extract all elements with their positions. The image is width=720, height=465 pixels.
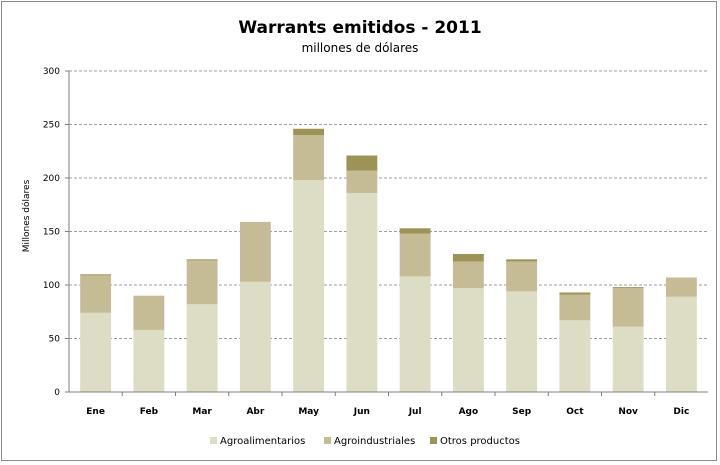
bar-2-sep bbox=[506, 261, 538, 292]
legend-label-2: Agroindustriales bbox=[334, 436, 415, 447]
x-tick-labels: Ene Feb Mar Abr May Jun Jul Ago Sep Oct Nov Dic bbox=[86, 407, 689, 417]
gridlines bbox=[69, 70, 708, 339]
bar-1-may bbox=[293, 180, 325, 392]
legend-label-3: Otros productos bbox=[440, 436, 520, 447]
bar-2-mar bbox=[186, 260, 218, 305]
y-axis-label: Millones dólares bbox=[21, 179, 32, 252]
bar-2-jun bbox=[346, 170, 378, 193]
y-tick-label: 100 bbox=[43, 281, 60, 291]
x-tick-label: Mar bbox=[192, 407, 212, 417]
chart: Warrants emitidos - 2011 millones de dól… bbox=[21, 18, 708, 447]
bar-1-oct bbox=[559, 320, 591, 392]
y-tick-label: 50 bbox=[49, 335, 61, 345]
bar-3-oct bbox=[559, 292, 591, 295]
legend: Agroalimentarios Agroindustriales Otros pr… bbox=[210, 436, 520, 447]
legend-swatch-1 bbox=[210, 437, 217, 444]
bar-1-dic bbox=[665, 296, 697, 392]
bar-3-jul bbox=[399, 228, 431, 234]
legend-swatch-2 bbox=[324, 437, 331, 444]
x-tick-label: Abr bbox=[246, 407, 264, 417]
x-tick-label: Oct bbox=[566, 407, 584, 417]
bar-1-mar bbox=[186, 304, 218, 392]
bar-3-ene bbox=[80, 274, 112, 276]
bar-1-jun bbox=[346, 192, 378, 392]
bar-2-nov bbox=[612, 288, 644, 327]
x-tick-label: Nov bbox=[618, 407, 638, 417]
bar-1-nov bbox=[612, 326, 644, 392]
bar-3-sep bbox=[506, 259, 538, 262]
chart-title: Warrants emitidos - 2011 bbox=[238, 18, 481, 38]
bar-3-mar bbox=[186, 259, 218, 261]
bar-2-ago bbox=[452, 261, 484, 289]
y-tick-labels: 0 50 100 150 200 250 300 bbox=[43, 67, 60, 398]
legend-label-1: Agroalimentarios bbox=[220, 436, 305, 447]
x-tick-label: Feb bbox=[140, 407, 159, 417]
bar-1-jul bbox=[399, 276, 431, 392]
bar-1-abr bbox=[239, 281, 271, 392]
y-tick-label: 300 bbox=[43, 67, 60, 77]
bar-2-feb bbox=[133, 295, 165, 330]
bar-3-may bbox=[293, 128, 325, 136]
y-tick-label: 150 bbox=[43, 228, 60, 238]
bar-2-may bbox=[293, 135, 325, 181]
y-tick-label: 0 bbox=[54, 388, 60, 398]
x-tick-label: Dic bbox=[673, 407, 689, 417]
bar-1-sep bbox=[506, 291, 538, 392]
legend-swatch-3 bbox=[430, 437, 437, 444]
chart-subtitle: millones de dólares bbox=[302, 41, 419, 55]
x-tick-label: May bbox=[298, 407, 319, 417]
bar-2-abr bbox=[239, 221, 271, 282]
bars bbox=[80, 128, 697, 392]
x-tick-label: Jun bbox=[353, 407, 370, 417]
x-tick-label: Sep bbox=[512, 407, 532, 417]
axes bbox=[65, 70, 708, 396]
y-tick-label: 250 bbox=[43, 121, 60, 131]
bar-1-feb bbox=[133, 329, 165, 392]
bar-3-nov bbox=[612, 287, 644, 289]
bar-2-oct bbox=[559, 294, 591, 321]
x-tick-label: Ene bbox=[86, 407, 105, 417]
bar-1-ago bbox=[452, 288, 484, 392]
y-tick-label: 200 bbox=[43, 174, 60, 184]
bar-2-jul bbox=[399, 233, 431, 277]
bar-2-dic bbox=[665, 277, 697, 297]
x-tick-label: Ago bbox=[459, 407, 479, 417]
x-tick-label: Jul bbox=[408, 407, 422, 417]
bar-3-ago bbox=[452, 253, 484, 262]
bar-3-jun bbox=[346, 155, 378, 171]
bar-2-ene bbox=[80, 275, 112, 313]
bar-1-ene bbox=[80, 312, 112, 392]
